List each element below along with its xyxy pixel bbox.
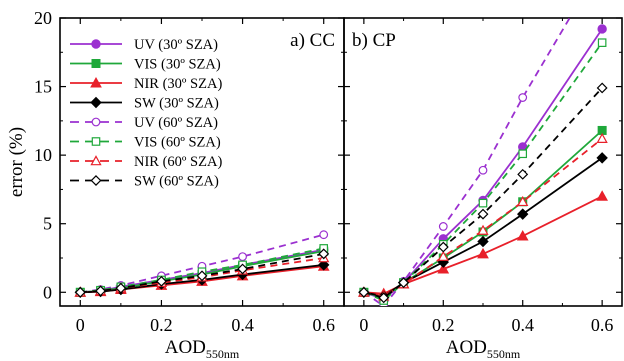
legend-swatch-marker <box>91 137 101 146</box>
legend-entry: SW (30º SZA) <box>70 96 219 112</box>
panel-b-series-sw-60-sza-line <box>363 87 603 299</box>
panel-a-series-sw-60-sza-point <box>74 286 86 298</box>
x-tick-label: 0.6 <box>312 315 335 335</box>
x-tick-label: 0.2 <box>432 315 455 335</box>
legend-swatch-marker <box>90 155 102 166</box>
legend-label: SW (60º SZA) <box>134 174 219 190</box>
legend-swatch-marker <box>90 175 102 186</box>
panel-b-title: b) CP <box>352 30 396 51</box>
legend-entry: SW (60º SZA) <box>70 174 219 190</box>
panel-b-series-uv-30-sza-point <box>597 24 607 34</box>
panel-a-title: a) CC <box>290 30 335 51</box>
y-tick-label: 5 <box>43 214 52 234</box>
panel-a-series-sw-60-sza-point <box>318 248 330 260</box>
panel-b-series-sw-60-sza-point <box>477 208 489 220</box>
legend-label: NIR (60º SZA) <box>134 154 222 170</box>
panel-b-series-nir-60-sza-point <box>596 132 608 143</box>
panel-a-axes: 0 5 10 15 20 0 0.2 0.4 0.6 AOD550nm a) CC <box>34 8 345 361</box>
panel-a-series-sw-60-sza-point <box>115 282 127 294</box>
y-tick-label: 10 <box>34 145 52 165</box>
y-tick-label: 20 <box>34 8 52 28</box>
legend-swatch-marker <box>90 76 102 88</box>
panel-b-series-nir-30-sza-point <box>477 247 489 259</box>
panel-b-series-vis-60-sza-point <box>597 38 607 47</box>
panel-b-series-nir-30-sza-point <box>516 230 529 241</box>
panel-b-series-sw-60-sza-point <box>437 241 449 253</box>
x-tick-label: 0.6 <box>591 315 614 335</box>
panel-b-series-uv-60-sza-point <box>478 165 488 175</box>
legend-label: UV (60º SZA) <box>134 115 218 131</box>
legend-swatch-marker <box>90 96 102 109</box>
panel-b-axes: 0 0.2 0.4 0.6 AOD550nm b) CP <box>343 17 623 361</box>
panel-a-series-uv-60-sza-point <box>238 252 247 262</box>
legend: UV (30º SZA) VIS (30º SZA) NIR (30º SZA) SW… <box>70 37 222 190</box>
panel-b-series-vis-60-sza-point <box>478 198 488 208</box>
legend-label: VIS (30º SZA) <box>134 57 221 73</box>
panel-b-series-group <box>358 18 608 306</box>
panel-a-series-sw-60-sza-point <box>237 263 249 275</box>
legend-swatch-marker <box>91 59 101 68</box>
panel-b-series-uv-30-sza-line <box>363 28 603 301</box>
panel-b-series-uv-60-sza-point <box>518 93 528 102</box>
panel-b-series-vis-60-sza-point <box>518 149 528 159</box>
panel-b-series-sw-30-sza-point <box>596 152 608 164</box>
panel-b-series-sw-60-sza-point <box>358 286 370 298</box>
panel-b-series-nir-60-sza-point <box>517 195 529 207</box>
panel-a-series-sw-60-sza-point <box>95 285 107 297</box>
y-tick-label: 15 <box>34 77 52 97</box>
x-tick-label: 0 <box>359 315 368 335</box>
x-tick-label: 0.4 <box>231 315 254 335</box>
legend-entry: VIS (60º SZA) <box>70 135 221 151</box>
legend-label: NIR (30º SZA) <box>134 76 222 92</box>
panel-a-x-axis-label: AOD550nm <box>165 337 240 361</box>
legend-label: SW (30º SZA) <box>134 96 219 112</box>
legend-entry: UV (30º SZA) <box>70 37 218 53</box>
x-tick-label: 0 <box>76 315 85 335</box>
panel-a-series-sw-60-sza-point <box>196 270 208 282</box>
panel-b-series-nir-30-sza-point <box>437 262 450 274</box>
legend-entry: NIR (30º SZA) <box>70 76 222 92</box>
panel-b-series-uv-60-sza-point <box>438 222 448 231</box>
legend-swatch-marker <box>91 39 101 49</box>
y-axis-label: error (%) <box>6 127 27 197</box>
legend-swatch-marker <box>91 117 101 127</box>
panel-a-series-sw-30-sza-point <box>318 259 330 271</box>
panel-b-series-nir-30-sza-point <box>596 190 608 201</box>
panel-b-series-sw-30-sza-point <box>477 235 489 248</box>
panel-a-series-uv-60-sza-point <box>319 230 329 240</box>
panel-b-series-sw-60-sza-point <box>517 168 529 180</box>
panel-b-series-sw-30-sza-point <box>517 208 529 220</box>
panel-a-series-group <box>74 230 330 298</box>
legend-entry: UV (60º SZA) <box>70 115 218 131</box>
panel-b-series-sw-60-sza-point <box>378 292 390 304</box>
legend-label: VIS (60º SZA) <box>134 135 221 151</box>
panel-b-series-sw-60-sza-point <box>398 277 410 289</box>
panel-b-series-nir-60-sza-point <box>477 224 489 235</box>
x-tick-label: 0.2 <box>150 315 173 335</box>
legend-label: UV (30º SZA) <box>134 37 218 53</box>
x-tick-label: 0.4 <box>511 315 534 335</box>
panel-b-x-axis-label: AOD550nm <box>446 337 521 361</box>
legend-entry: NIR (60º SZA) <box>70 154 222 170</box>
legend-entry: VIS (30º SZA) <box>70 57 221 73</box>
axes-layer: 0 5 10 15 20 0 0.2 0.4 0.6 AOD550nm a) CC 0 0.2 0.4 0.… <box>34 8 623 361</box>
panel-b-series-nir-60-sza-point <box>437 250 449 261</box>
panel-b-series-uv-60-sza-line <box>363 18 571 306</box>
panel-a-series-sw-60-sza-point <box>155 275 167 287</box>
panel-b-series-sw-60-sza-point <box>596 82 608 94</box>
series-layer <box>74 18 608 306</box>
y-tick-label: 0 <box>43 282 52 302</box>
